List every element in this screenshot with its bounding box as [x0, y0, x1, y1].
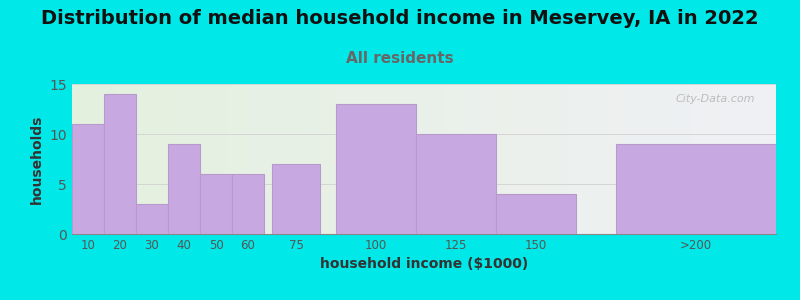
Bar: [136, 204, 168, 234]
X-axis label: household income ($1000): household income ($1000): [320, 257, 528, 272]
Y-axis label: households: households: [30, 114, 44, 204]
Bar: [416, 134, 496, 234]
Bar: [200, 174, 232, 234]
Bar: [496, 194, 576, 234]
Bar: [272, 164, 320, 234]
Bar: [232, 174, 264, 234]
Text: Distribution of median household income in Meservey, IA in 2022: Distribution of median household income …: [41, 9, 759, 28]
Bar: [616, 144, 776, 234]
Text: All residents: All residents: [346, 51, 454, 66]
Bar: [336, 104, 416, 234]
Bar: [72, 124, 104, 234]
Bar: [168, 144, 200, 234]
Text: City-Data.com: City-Data.com: [675, 94, 755, 104]
Bar: [104, 94, 136, 234]
